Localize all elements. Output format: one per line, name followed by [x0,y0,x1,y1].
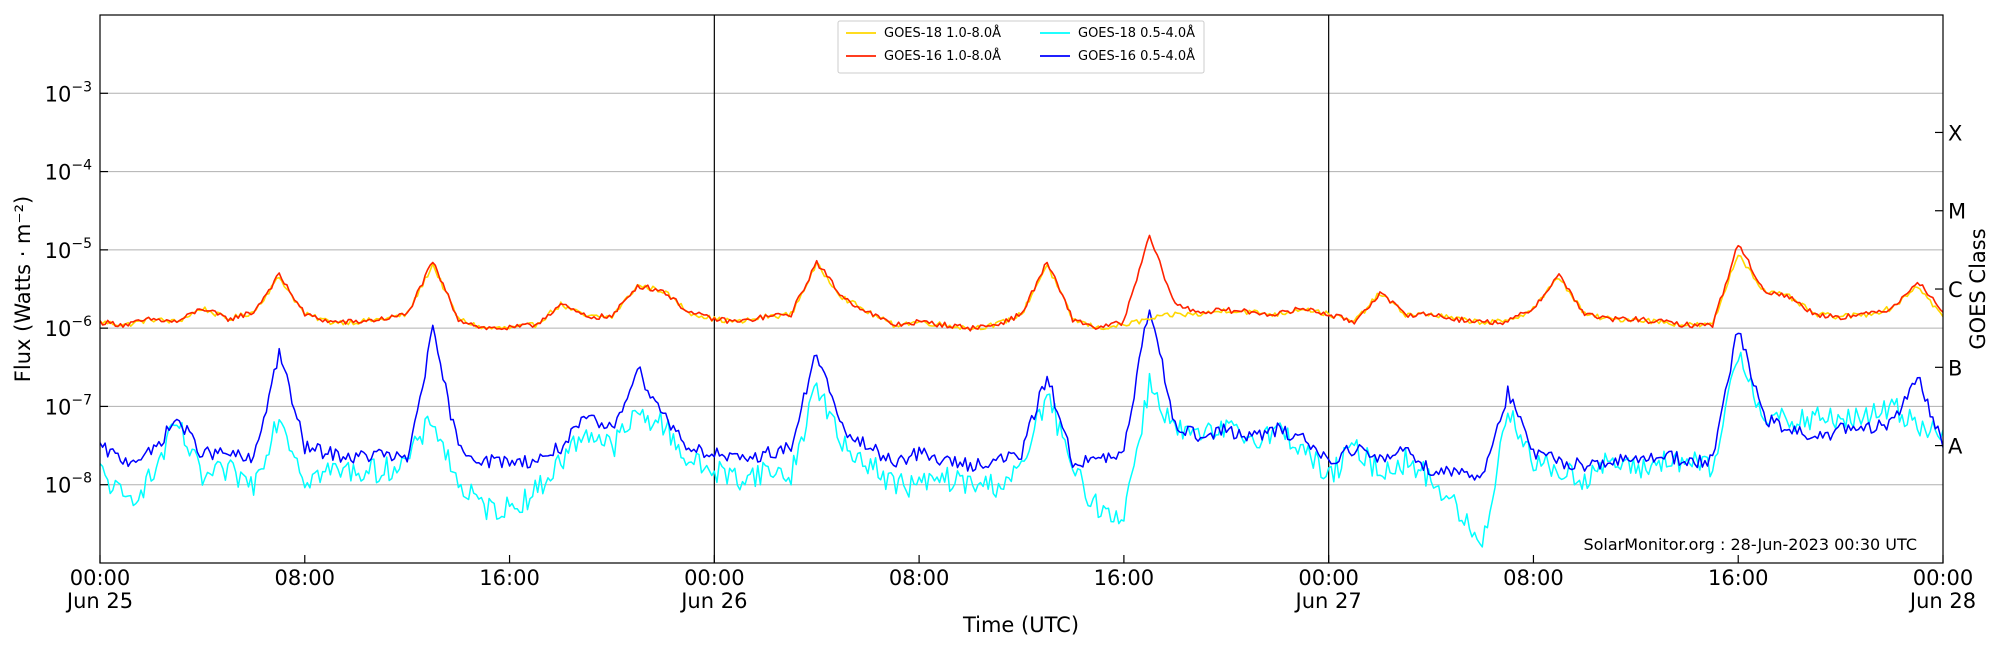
class-tick-label: M [1948,200,1966,224]
x-tick-time: 08:00 [1503,566,1564,590]
x-tick-date: Jun 26 [679,589,747,613]
y-tick-label: 10−4 [45,158,92,185]
series-layer [100,234,1943,548]
x-tick-time: 00:00 [1298,566,1359,590]
x-axis-title: Time (UTC) [962,613,1079,637]
x-tick-time: 00:00 [684,566,745,590]
x-tick-time: 00:00 [1913,566,1974,590]
class-tick-label: A [1948,435,1963,459]
x-tick-time: 16:00 [1094,566,1155,590]
x-tick-time: 16:00 [1708,566,1769,590]
x-tick-date: Jun 27 [1294,589,1362,613]
x-tick-time: 08:00 [889,566,950,590]
y-tick-label: 10−6 [45,314,92,341]
series-line [100,351,1943,548]
y-axis-title: Flux (Watts · m⁻²) [11,196,35,382]
series-line [100,234,1943,332]
legend-label: GOES-18 1.0-8.0Å [884,25,1001,41]
credit-text: SolarMonitor.org : 28-Jun-2023 00:30 UTC [1583,535,1917,554]
x-tick-time: 16:00 [479,566,540,590]
series-line [100,309,1943,481]
y-gridlines [100,92,1943,486]
goes-class-ticks: A B C M X [1935,121,1966,459]
y-axis-ticks: 10−8 10−7 10−6 10−5 10−4 10−3 [45,79,108,498]
legend-box [837,20,1205,74]
goes-class-title: GOES Class [1966,228,1990,349]
legend: GOES-18 1.0-8.0Å GOES-16 1.0-8.0Å GOES-18 … [837,20,1205,74]
x-tick-date: Jun 28 [1908,589,1976,613]
class-tick-label: X [1948,121,1962,145]
legend-label: GOES-18 0.5-4.0Å [1078,25,1195,41]
day-boundary-lines [713,15,1330,563]
y-tick-label: 10−8 [45,471,92,498]
x-tick-time: 00:00 [70,566,131,590]
y-tick-label: 10−7 [45,392,92,419]
x-tick-date: Jun 25 [65,589,133,613]
legend-label: GOES-16 1.0-8.0Å [884,48,1001,64]
class-tick-label: C [1948,278,1963,302]
series-line [100,254,1943,331]
class-tick-label: B [1948,356,1962,380]
y-tick-label: 10−3 [45,79,92,106]
y-tick-label: 10−5 [45,236,92,263]
legend-label: GOES-16 0.5-4.0Å [1078,48,1195,64]
x-tick-time: 08:00 [275,566,336,590]
